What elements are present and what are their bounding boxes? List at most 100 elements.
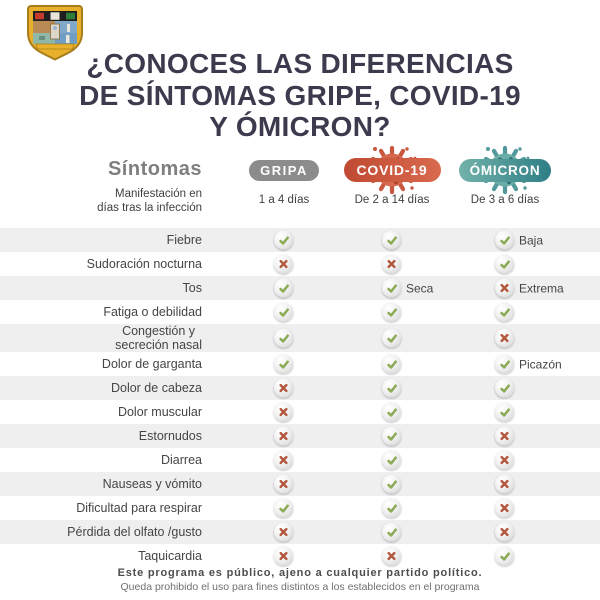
symptom-label: Estornudos <box>138 429 202 443</box>
symptom-cell: Extrema <box>495 278 564 298</box>
cross-icon <box>382 546 401 566</box>
symptom-cell: Picazón <box>495 354 562 374</box>
symptom-label: Nauseas y vómito <box>102 477 202 491</box>
cross-icon <box>274 402 293 422</box>
symptom-cell <box>495 328 514 348</box>
cross-icon <box>495 450 514 470</box>
symptom-cell <box>382 474 401 494</box>
cross-icon <box>495 522 514 542</box>
symptom-cell <box>382 254 401 274</box>
cross-icon <box>382 254 401 274</box>
cross-icon <box>274 522 293 542</box>
table-row: Dificultad para respirar <box>0 496 600 520</box>
check-icon <box>382 354 401 374</box>
column-omicron: ÓMICRON <box>450 141 560 199</box>
omicron-days: De 3 a 6 días <box>470 194 540 206</box>
symptom-cell <box>495 426 514 446</box>
symptom-cell <box>382 378 401 398</box>
cross-icon <box>495 278 514 298</box>
symptom-cell <box>274 378 293 398</box>
symptom-label: Dolor de garganta <box>101 357 202 371</box>
cross-icon <box>274 474 293 494</box>
check-icon <box>382 328 401 348</box>
table-row: Fiebre Baja <box>0 228 600 252</box>
cross-icon <box>495 426 514 446</box>
omicron-badge: ÓMICRON <box>459 158 551 182</box>
column-covid: COVID-19 <box>337 141 447 199</box>
symptom-cell <box>495 378 514 398</box>
symptom-cell <box>274 546 293 566</box>
check-icon <box>495 402 514 422</box>
table-row: Estornudos <box>0 424 600 448</box>
coat-of-arms-logo <box>27 5 83 61</box>
check-icon <box>382 278 401 298</box>
symptom-cell <box>382 522 401 542</box>
symptom-cell <box>382 230 401 250</box>
symptom-cell <box>382 498 401 518</box>
symptom-cell: Baja <box>495 230 544 250</box>
check-icon <box>274 302 293 322</box>
symptom-label: Diarrea <box>161 453 202 467</box>
symptom-cell <box>495 522 514 542</box>
check-icon <box>274 354 293 374</box>
footer-disclaimer-light: Queda prohibido el uso para fines distin… <box>120 581 480 593</box>
cross-icon <box>274 254 293 274</box>
symptom-cell <box>274 498 293 518</box>
symptom-cell <box>495 302 514 322</box>
column-gripa: GRIPA <box>229 141 339 199</box>
cross-icon <box>495 498 514 518</box>
cell-note: Picazón <box>519 357 562 371</box>
cross-icon <box>274 546 293 566</box>
symptom-cell <box>495 474 514 494</box>
table-row: Pérdida del olfato /gusto <box>0 520 600 544</box>
symptom-cell <box>274 230 293 250</box>
symptom-cell <box>274 328 293 348</box>
symptom-label: Pérdida del olfato /gusto <box>67 525 202 539</box>
symptom-label: Congestión y secreción nasal <box>115 324 202 352</box>
check-icon <box>274 278 293 298</box>
cell-note: Seca <box>406 281 434 295</box>
check-icon <box>274 328 293 348</box>
check-icon <box>382 426 401 446</box>
symptom-table: Fiebre Baja Sudoración nocturna Tos Seca Extr… <box>0 228 600 568</box>
cross-icon <box>495 474 514 494</box>
covid-badge: COVID-19 <box>343 158 441 182</box>
table-row: Tos Seca Extrema <box>0 276 600 300</box>
cross-icon <box>274 378 293 398</box>
check-icon <box>382 230 401 250</box>
symptom-cell <box>495 498 514 518</box>
check-icon <box>382 522 401 542</box>
cell-note: Baja <box>519 233 544 247</box>
cross-icon <box>495 328 514 348</box>
manifestation-label: Manifestación en días tras la infección <box>97 188 202 215</box>
symptom-cell <box>274 402 293 422</box>
check-icon <box>495 546 514 566</box>
gripa-days: 1 a 4 días <box>258 194 310 206</box>
check-icon <box>382 474 401 494</box>
symptom-cell <box>495 546 514 566</box>
symptom-cell <box>274 278 293 298</box>
check-icon <box>382 450 401 470</box>
symptom-cell: Seca <box>382 278 434 298</box>
gripa-badge: GRIPA <box>249 159 319 181</box>
table-row: Taquicardia <box>0 544 600 568</box>
symptom-cell <box>274 522 293 542</box>
check-icon <box>382 302 401 322</box>
symptom-cell <box>382 354 401 374</box>
symptom-cell <box>274 450 293 470</box>
cell-note: Extrema <box>519 281 564 295</box>
check-icon <box>274 230 293 250</box>
check-icon <box>495 354 514 374</box>
symptom-cell <box>382 450 401 470</box>
cross-icon <box>274 450 293 470</box>
symptom-label: Dolor de cabeza <box>110 381 202 395</box>
table-row: Dolor muscular <box>0 400 600 424</box>
table-row: Fatiga o debilidad <box>0 300 600 324</box>
symptom-cell <box>382 302 401 322</box>
symptom-cell <box>495 254 514 274</box>
page-title: ¿CONOCES LAS DIFERENCIAS DE SÍNTOMAS GRI… <box>79 48 521 143</box>
symptom-cell <box>495 450 514 470</box>
symptom-cell <box>382 402 401 422</box>
symptom-cell <box>274 302 293 322</box>
